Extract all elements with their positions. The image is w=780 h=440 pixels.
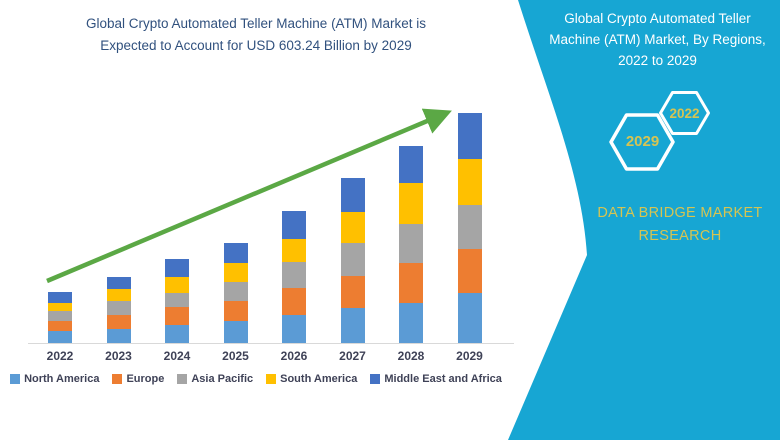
bar-segment-asia-pacific: [165, 293, 189, 307]
x-axis-label-2024: 2024: [163, 349, 191, 363]
legend: North America Europe Asia Pacific South Ame…: [0, 373, 512, 385]
legend-label: Asia Pacific: [191, 373, 254, 385]
legend-swatch-icon: [266, 374, 277, 384]
bar-segment-europe: [165, 307, 189, 325]
legend-swatch-icon: [10, 374, 21, 384]
bar-segment-asia-pacific: [106, 301, 131, 315]
legend-label: South America: [280, 373, 358, 385]
hexagon-2029-label: 2029: [625, 133, 660, 150]
bar-segment-north-america: [340, 308, 365, 343]
legend-label: North America: [24, 373, 100, 385]
bar-segment-europe: [340, 276, 365, 308]
bar-column-2029: [457, 113, 482, 343]
legend-item-north-america: North America: [10, 373, 99, 385]
chart-title-line2: Expected to Account for USD 603.24 Billi…: [100, 38, 412, 53]
bar-column-2025: [223, 243, 248, 343]
legend-label: Middle East and Africa: [384, 373, 502, 385]
bar-segment-europe: [457, 249, 482, 293]
bar-column-2023: [106, 277, 131, 343]
bar-segment-north-america: [48, 331, 72, 343]
bar-segment-middle-east-and-africa: [457, 113, 482, 159]
bar-segment-north-america: [399, 303, 423, 343]
bar-segment-north-america: [457, 293, 482, 343]
bar-segment-south-america: [457, 159, 482, 205]
bar-segment-middle-east-and-africa: [106, 277, 131, 289]
bar-segment-south-america: [48, 303, 72, 311]
bar-column-2024: [165, 259, 189, 343]
x-axis-label-2027: 2027: [339, 349, 366, 363]
bar-segment-south-america: [399, 183, 423, 224]
x-axis-label-2022: 2022: [46, 349, 74, 363]
legend-item-south-america: South America: [266, 373, 357, 385]
bar-segment-asia-pacific: [340, 243, 365, 276]
legend-swatch-icon: [112, 374, 123, 384]
bar-segment-north-america: [223, 321, 248, 343]
bar-column-2028: [399, 146, 423, 343]
bar-segment-north-america: [106, 329, 131, 343]
bar-segment-middle-east-and-africa: [282, 211, 306, 239]
sidebar-title: Global Crypto Automated Teller Machine (…: [549, 11, 766, 68]
legend-item-europe: Europe: [112, 373, 164, 385]
bar-segment-middle-east-and-africa: [48, 292, 72, 303]
bar-segment-asia-pacific: [48, 311, 72, 321]
bar-column-2022: [48, 292, 72, 343]
x-axis-line: [28, 343, 514, 344]
bar-segment-asia-pacific: [457, 205, 482, 249]
bar-segment-europe: [399, 263, 423, 303]
x-axis-label-2028: 2028: [397, 349, 425, 363]
x-axis-label-2029: 2029: [456, 349, 483, 363]
bar-segment-middle-east-and-africa: [340, 178, 365, 212]
bar-segment-europe: [223, 301, 248, 321]
brand-name: DATA BRIDGE MARKET RESEARCH: [597, 205, 763, 244]
x-axis-label-2025: 2025: [222, 349, 249, 363]
bar-segment-south-america: [282, 239, 306, 262]
bar-segment-south-america: [106, 289, 131, 301]
chart-title-line1: Global Crypto Automated Teller Machine (…: [85, 16, 427, 31]
bar-segment-europe: [106, 315, 131, 329]
legend-swatch-icon: [370, 374, 381, 384]
bar-segment-north-america: [282, 315, 306, 343]
legend-item-asia-pacific: Asia Pacific: [177, 373, 253, 385]
x-axis-label-2026: 2026: [280, 349, 308, 363]
legend-item-middle-east-and-africa: Middle East and Africa: [370, 373, 502, 385]
bar-segment-europe: [48, 321, 72, 331]
hexagon-2022-label: 2022: [669, 106, 700, 121]
chart-title: Global Crypto Automated Teller Machine (…: [0, 13, 512, 57]
bar-segment-middle-east-and-africa: [165, 259, 189, 277]
bar-segment-south-america: [165, 277, 189, 293]
legend-swatch-icon: [177, 374, 188, 384]
bar-segment-asia-pacific: [282, 262, 306, 288]
bar-segment-south-america: [223, 263, 248, 282]
bar-segment-middle-east-and-africa: [399, 146, 423, 183]
bar-segment-asia-pacific: [223, 282, 248, 301]
x-axis-label-2023: 2023: [105, 349, 132, 363]
legend-label: Europe: [126, 373, 165, 385]
bar-segment-asia-pacific: [399, 224, 423, 263]
bar-column-2026: [282, 211, 306, 343]
bar-segment-north-america: [165, 325, 189, 343]
bar-column-2027: [340, 178, 365, 343]
bar-segment-europe: [282, 288, 306, 315]
bar-segment-middle-east-and-africa: [223, 243, 248, 263]
bar-segment-south-america: [340, 212, 365, 243]
